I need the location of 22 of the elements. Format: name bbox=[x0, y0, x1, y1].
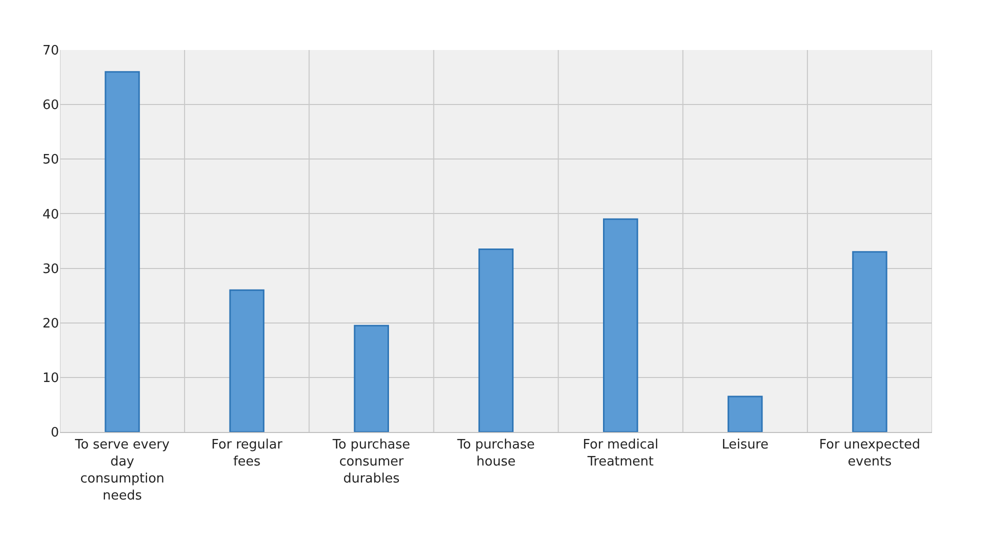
y-tick-label: 60 bbox=[42, 98, 59, 114]
x-tick-label: To serve every day consumption needs bbox=[74, 438, 170, 504]
y-tick-label: 20 bbox=[42, 316, 59, 332]
bar bbox=[478, 248, 514, 432]
bar bbox=[354, 324, 389, 432]
x-tick-label: Leisure bbox=[722, 438, 768, 453]
y-tick-label: 50 bbox=[42, 152, 59, 168]
y-tick-label: 70 bbox=[42, 44, 59, 59]
x-tick-label: To purchase consumer durables bbox=[332, 438, 410, 486]
bar bbox=[603, 218, 638, 432]
x-tick-label: For regular fees bbox=[211, 438, 283, 470]
bar bbox=[728, 396, 763, 432]
x-tick-label: For unexpected events bbox=[819, 438, 920, 470]
y-tick-label: 40 bbox=[42, 207, 59, 222]
y-tick-label: 10 bbox=[42, 370, 59, 386]
bar bbox=[852, 251, 888, 432]
bar bbox=[229, 289, 264, 432]
x-tick-label: For medical Treatment bbox=[582, 438, 658, 470]
x-tick-label: To purchase house bbox=[456, 438, 535, 470]
bar bbox=[104, 71, 140, 432]
y-tick-label: 0 bbox=[50, 426, 59, 441]
y-tick-label: 30 bbox=[42, 262, 59, 277]
